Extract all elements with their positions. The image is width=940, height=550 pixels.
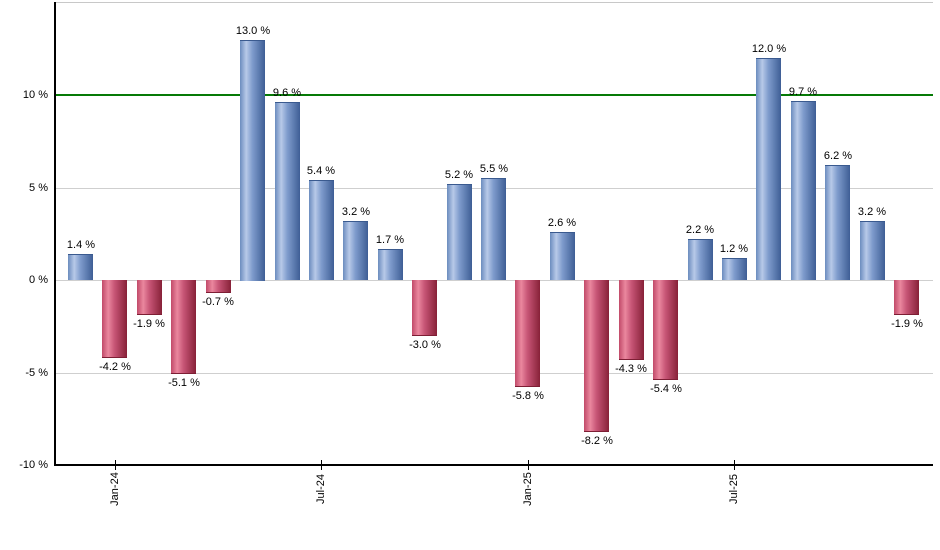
plot-top-border <box>55 2 933 3</box>
bar-value-label: -4.2 % <box>99 361 131 373</box>
bar-value-label: 12.0 % <box>751 43 787 55</box>
bar-value-label: -5.8 % <box>512 390 544 402</box>
bar <box>653 280 678 380</box>
bar <box>275 102 300 280</box>
x-axis-tick-mark <box>115 460 116 470</box>
bar-value-label: -1.9 % <box>133 318 165 330</box>
bar <box>584 280 609 432</box>
bar-value-label: -5.4 % <box>650 383 682 395</box>
bar <box>550 232 575 280</box>
bar <box>894 280 919 315</box>
bar <box>619 280 644 360</box>
bar-value-label: -1.9 % <box>891 318 923 330</box>
bar-value-label: 1.4 % <box>66 239 96 251</box>
bar <box>68 254 93 280</box>
bar-value-label: 1.7 % <box>375 234 405 246</box>
bar <box>860 221 885 280</box>
bar-value-label: 1.2 % <box>719 243 749 255</box>
bar <box>240 40 265 281</box>
bar <box>171 280 196 374</box>
bar <box>791 101 816 280</box>
bar <box>137 280 162 315</box>
bar-value-label: 9.7 % <box>788 86 818 98</box>
bar <box>722 258 747 280</box>
x-axis-tick-mark <box>321 460 322 470</box>
bar-value-label: -3.0 % <box>409 339 441 351</box>
bar-value-label: 3.2 % <box>341 206 371 218</box>
y-axis-tick-label: -5 % <box>25 366 48 379</box>
bar-value-label: 5.5 % <box>479 163 509 175</box>
bar-value-label: 5.4 % <box>306 165 336 177</box>
y-axis-tick-label: 5 % <box>29 181 48 194</box>
bar <box>412 280 437 336</box>
y-axis-tick-label: 0 % <box>29 274 48 286</box>
bar <box>102 280 127 358</box>
bar-value-label: 2.2 % <box>685 224 715 236</box>
x-axis-tick-mark <box>528 460 529 470</box>
bar <box>688 239 713 280</box>
x-axis-tick-label: Jul-24 <box>315 474 327 504</box>
x-axis-line <box>54 464 933 466</box>
bar-value-label: 13.0 % <box>235 25 271 37</box>
bar <box>481 178 506 280</box>
bar-value-label: 9.6 % <box>272 87 302 99</box>
y-axis-tick-label: 10 % <box>22 89 48 101</box>
y-axis-line <box>54 2 56 465</box>
bar <box>378 249 403 280</box>
bar <box>756 58 781 280</box>
bar-value-label: -4.3 % <box>615 363 647 375</box>
bar-value-label: -8.2 % <box>581 435 613 447</box>
bar-value-label: 3.2 % <box>857 206 887 218</box>
bar-value-label: 2.6 % <box>547 217 577 229</box>
y-gridline <box>56 372 933 374</box>
bar-value-label: 5.2 % <box>444 169 474 181</box>
y-gridline <box>56 280 933 281</box>
bar-value-label: 6.2 % <box>823 150 853 162</box>
bar <box>343 221 368 280</box>
x-axis-tick-label: Jan-25 <box>522 472 534 506</box>
x-axis-tick-label: Jan-24 <box>109 472 121 506</box>
bar-value-label: -5.1 % <box>168 377 200 389</box>
x-axis-tick-mark <box>734 460 735 470</box>
bar <box>515 280 540 387</box>
y-axis-tick-label: -10 % <box>19 459 48 471</box>
x-axis-tick-label: Jul-25 <box>728 474 740 504</box>
bar-value-label: -0.7 % <box>202 296 234 308</box>
bar <box>206 280 231 293</box>
bar <box>825 165 850 280</box>
bar <box>447 184 472 280</box>
bar <box>309 180 334 280</box>
threshold-line-10pct <box>56 94 933 96</box>
